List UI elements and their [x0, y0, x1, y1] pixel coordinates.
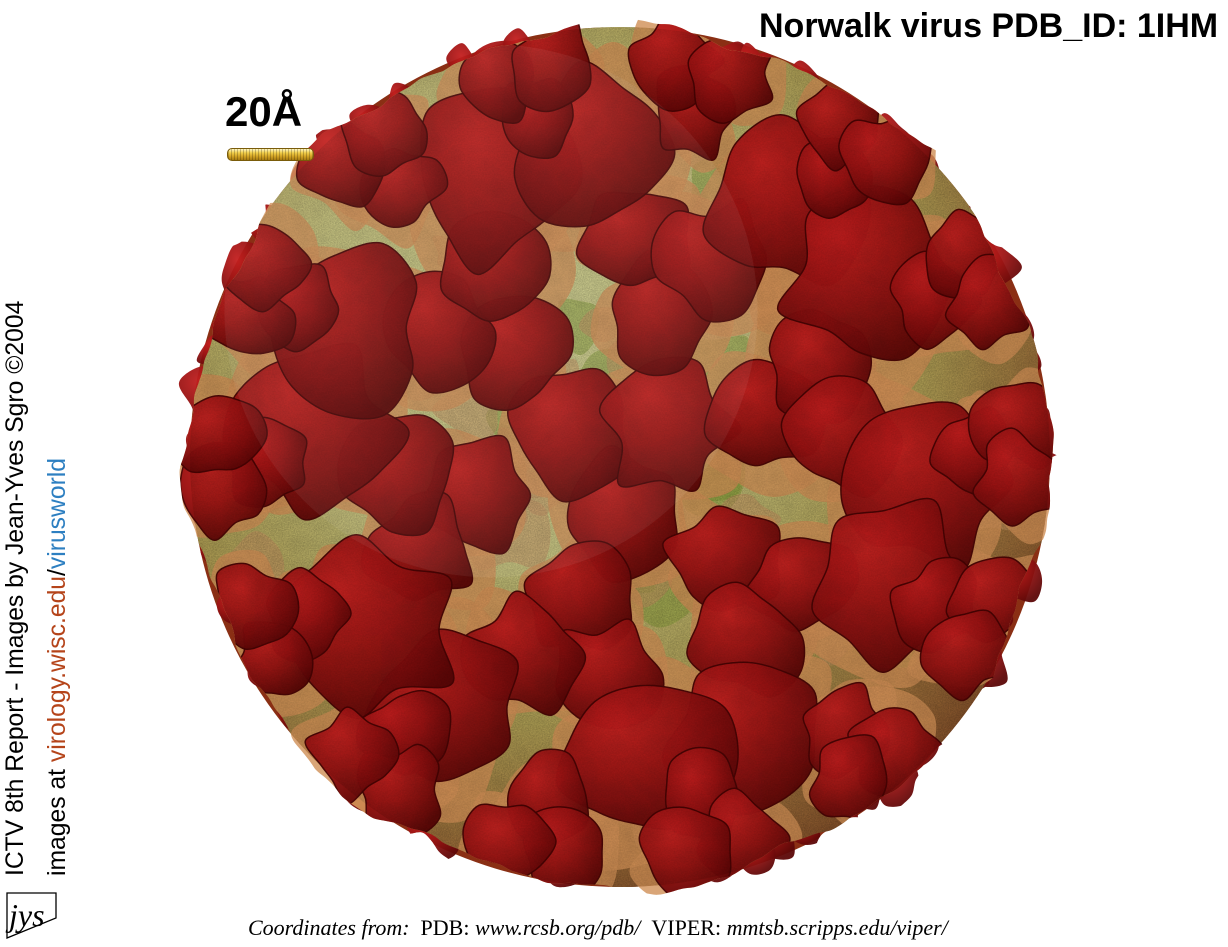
svg-text:jys: jys [5, 897, 45, 933]
